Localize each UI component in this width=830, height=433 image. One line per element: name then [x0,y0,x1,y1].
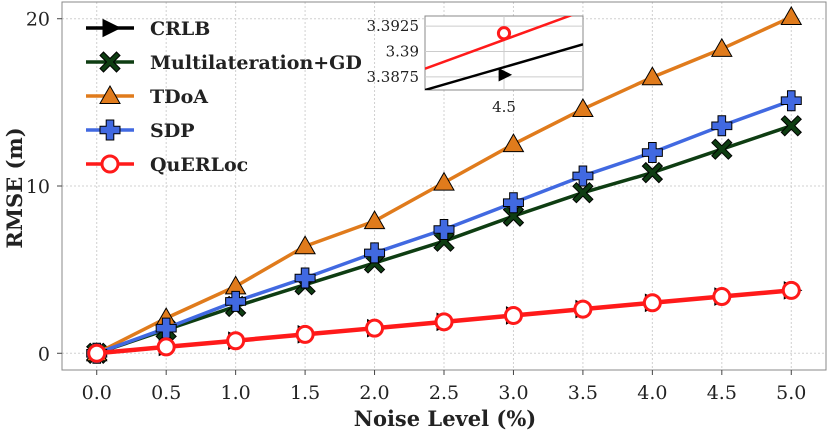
legend-marker [100,154,120,174]
data-point [295,324,315,344]
series-layer [85,6,803,364]
x-tick-label: 0.5 [151,382,181,404]
legend-item: QuERLoc [86,154,248,176]
inset-zoom: 3.3875 3.39 3.3925 4.5 [367,15,584,116]
data-point [225,290,247,312]
data-point [711,138,733,160]
data-point [712,287,732,307]
inset-x-tick-label: 4.5 [492,98,516,116]
y-tick-label: 20 [26,9,50,31]
data-point [642,293,662,313]
x-tick-label: 3.5 [568,382,598,404]
data-point [641,161,664,184]
y-tick-label: 0 [38,343,50,365]
data-point [502,205,525,227]
legend-item: SDP [86,119,195,142]
x-tick-label: 3.0 [498,382,528,404]
inset-y-tick-label: 3.39 [386,42,419,60]
legend: CRLB Multilateration+GD TDoA SDP QuERLoc [86,18,362,176]
x-tick-label: 1.0 [221,382,251,404]
data-point [780,6,803,26]
legend-item: TDoA [86,84,208,108]
data-point [365,318,385,338]
series-querloc [87,280,801,363]
data-point [226,331,246,351]
data-point [641,142,663,164]
data-point [502,133,525,153]
data-point [780,90,802,112]
data-point [503,305,523,325]
x-axis-label: Noise Level (%) [354,406,536,431]
data-point [572,165,594,187]
x-tick-label: 5.0 [776,382,806,404]
data-point [780,115,802,137]
series-sdp [86,90,802,364]
x-tick-label: 0.0 [82,382,112,404]
data-point [87,343,107,363]
y-tick-label: 10 [26,176,50,198]
data-point [572,98,594,118]
y-axis-label: RMSE (m) [2,127,27,248]
data-point [433,218,455,240]
inset-point [496,26,512,41]
data-point [711,115,733,137]
data-point [294,235,316,255]
data-point [433,171,455,191]
legend-label: SDP [150,120,195,142]
legend-label: QuERLoc [150,154,248,176]
data-point [363,210,386,230]
inset-y-tick-label: 3.3925 [367,17,420,35]
legend-marker [102,18,122,38]
legend-marker [99,84,121,104]
data-point [641,66,664,86]
legend-label: CRLB [150,18,210,40]
data-point [502,192,524,214]
data-point [573,299,593,319]
data-point [156,337,176,357]
data-point [572,181,594,204]
inset-point [498,68,513,82]
legend-marker [99,51,121,73]
x-tick-label: 4.5 [707,382,737,404]
inset-plot [425,16,583,90]
axis-ticks: 0.0 0.5 1.0 1.5 2.0 2.5 3.0 3.5 4.0 4.5 5.0 0 10 20 [26,9,807,404]
legend-item: CRLB [86,18,210,40]
inset-y-tick-label: 3.3875 [367,68,420,86]
x-tick-label: 1.5 [290,382,320,404]
data-point [710,37,733,57]
legend-label: TDoA [150,86,208,108]
x-tick-label: 4.0 [637,382,667,404]
x-tick-label: 2.0 [359,382,389,404]
data-point [364,242,386,264]
legend-marker [99,119,121,141]
legend-item: Multilateration+GD [86,51,362,74]
x-tick-label: 2.5 [429,382,459,404]
data-point [434,312,454,332]
legend-label: Multilateration+GD [150,52,362,74]
inset-line [425,43,583,90]
data-point [155,317,177,339]
data-point [294,267,316,289]
data-point [781,280,801,300]
